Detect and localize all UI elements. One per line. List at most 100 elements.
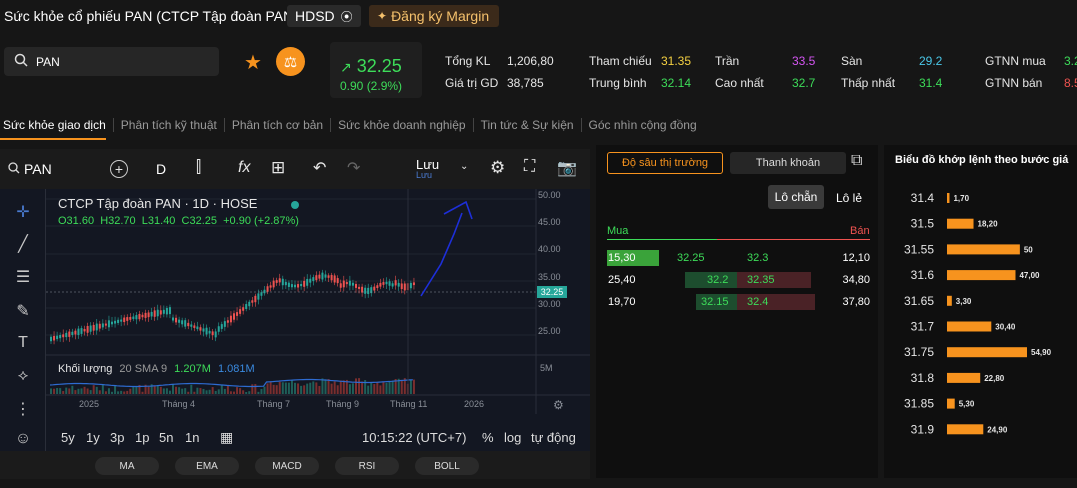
undo-icon[interactable]: ↶ (313, 160, 327, 177)
indicator-boll[interactable]: BOLL (415, 457, 479, 475)
trend-line-icon[interactable]: ╱ (18, 236, 28, 253)
volume-bar (272, 384, 275, 394)
buy-sell-divider-sell (717, 239, 870, 240)
tab-fundamental[interactable]: Phân tích cơ bản (225, 118, 332, 132)
range-1p[interactable]: 1p (135, 429, 150, 445)
step-chart-tick-label: 31.65 (904, 294, 934, 308)
candle-type-icon[interactable]: ⫿ (196, 159, 202, 176)
save-button[interactable]: Lưu Lưu (416, 157, 440, 180)
volume-bar (248, 391, 251, 394)
step-chart-data-label: 1,70 (953, 194, 969, 203)
location-icon: ⦿ (340, 9, 353, 24)
live-dot (291, 201, 299, 209)
tab-news[interactable]: Tin tức & Sự kiện (474, 118, 582, 132)
step-chart-bar (947, 193, 950, 203)
crosshair-icon[interactable]: ✛ (16, 204, 30, 221)
buy-label: Mua (607, 225, 629, 237)
volume-bar (172, 384, 174, 394)
volume-bar (144, 384, 147, 394)
volume-bar (86, 388, 89, 394)
volume-bar (345, 379, 348, 394)
chart-settings-icon[interactable]: ⚙ (553, 398, 564, 412)
volume-bar (376, 382, 379, 394)
volume-bar (391, 380, 394, 394)
volume-bar (351, 383, 354, 394)
chart-symbol[interactable]: PAN (24, 161, 52, 177)
volume-bar (214, 390, 217, 394)
volume-bar (135, 386, 138, 394)
lot-even-button[interactable]: Lô chẵn (768, 185, 824, 209)
indicator-ema[interactable]: EMA (175, 457, 239, 475)
indicator-macd[interactable]: MACD (255, 457, 319, 475)
measure-icon[interactable]: ⋮ (15, 401, 31, 418)
range-3p[interactable]: 3p (110, 429, 125, 445)
search-icon[interactable] (8, 162, 20, 177)
step-chart-tick-label: 31.4 (911, 191, 935, 205)
favorite-star-icon[interactable]: ★ (244, 52, 262, 74)
volume-bar (403, 378, 406, 394)
emoji-icon[interactable]: ☺ (14, 430, 32, 447)
volume-bar (236, 387, 239, 394)
step-chart-data-label: 5,30 (959, 400, 975, 409)
range-5n[interactable]: 5n (159, 429, 174, 445)
volume-bar (239, 388, 242, 394)
percent-toggle[interactable]: % (482, 429, 494, 445)
volume-bar (278, 381, 281, 394)
price-box: ↗ 32.25 0.90 (2.9%) (330, 42, 422, 98)
indicator-ma[interactable]: MA (95, 457, 159, 475)
fullscreen-icon[interactable]: ⛶ (524, 158, 536, 175)
pattern-icon[interactable]: ⟡ (17, 367, 29, 384)
volume-bar (162, 388, 165, 394)
settings-gear-icon[interactable]: ⚙ (490, 158, 506, 177)
volume-bar (56, 388, 59, 394)
external-link-icon[interactable]: ⧉ (851, 152, 863, 169)
volume-bar (223, 388, 226, 394)
volume-bar (342, 380, 345, 394)
tab-community[interactable]: Góc nhìn cộng đồng (588, 118, 697, 132)
calendar-icon[interactable]: ▦ (220, 428, 234, 445)
volume-bar (126, 390, 129, 394)
tab-company-health[interactable]: Sức khỏe doanh nghiệp (331, 118, 474, 132)
templates-icon[interactable]: ⊞ (271, 158, 286, 177)
volume-bar (367, 385, 370, 394)
indicators-button[interactable]: fx (238, 159, 251, 176)
range-1n[interactable]: 1n (185, 429, 200, 445)
buy-sell-divider (607, 239, 717, 240)
range-5y[interactable]: 5y (61, 429, 75, 445)
interval-button[interactable]: D (156, 161, 167, 177)
camera-icon[interactable]: 📷 (557, 160, 577, 177)
tab-technical[interactable]: Phân tích kỹ thuật (114, 118, 225, 132)
gavel-icon[interactable]: ⚖ (276, 47, 305, 76)
search-input[interactable]: PAN (4, 47, 219, 76)
market-depth-button[interactable]: Độ sâu thị trường (607, 152, 723, 174)
step-chart-bar (947, 372, 981, 383)
log-toggle[interactable]: log (504, 429, 522, 445)
candlestick-chart[interactable]: CTCP Tập đoàn PAN · 1D · HOSE O31.60 H32… (46, 189, 590, 451)
volume-bar (379, 385, 382, 394)
volume-bar (65, 387, 68, 394)
step-chart-tick-label: 31.55 (904, 242, 934, 256)
volume-sma-line (49, 378, 413, 388)
candle-chart-svg (46, 189, 590, 414)
lot-odd-button[interactable]: Lô lẻ (836, 191, 863, 205)
volume-bar (370, 382, 373, 394)
liquidity-button[interactable]: Thanh khoản (730, 152, 846, 174)
chevron-down-icon[interactable]: ⌄ (460, 161, 469, 172)
volume-bar (242, 390, 245, 394)
fib-lines-icon[interactable]: ☰ (15, 269, 31, 286)
register-margin-button[interactable]: ✦ Đăng ký Margin (369, 5, 499, 27)
auto-toggle[interactable]: tự động (531, 429, 576, 445)
chart-clock: 10:15:22 (UTC+7) (362, 429, 467, 445)
indicator-rsi[interactable]: RSI (335, 457, 399, 475)
add-compare-icon[interactable]: + (110, 160, 128, 178)
range-1y[interactable]: 1y (86, 429, 100, 445)
volume-bar (382, 381, 385, 394)
page-title: Sức khỏe cổ phiếu PAN (CTCP Tập đoàn PAN… (4, 8, 298, 24)
volume-bar (205, 390, 208, 394)
hdsd-button[interactable]: HDSD ⦿ (287, 5, 361, 27)
brush-icon[interactable]: ✎ (16, 303, 30, 320)
text-tool-icon[interactable]: T (18, 334, 28, 351)
volume-bar (175, 386, 178, 394)
volume-bar (199, 388, 202, 394)
tab-trading-health[interactable]: Sức khỏe giao dịch (0, 118, 114, 132)
